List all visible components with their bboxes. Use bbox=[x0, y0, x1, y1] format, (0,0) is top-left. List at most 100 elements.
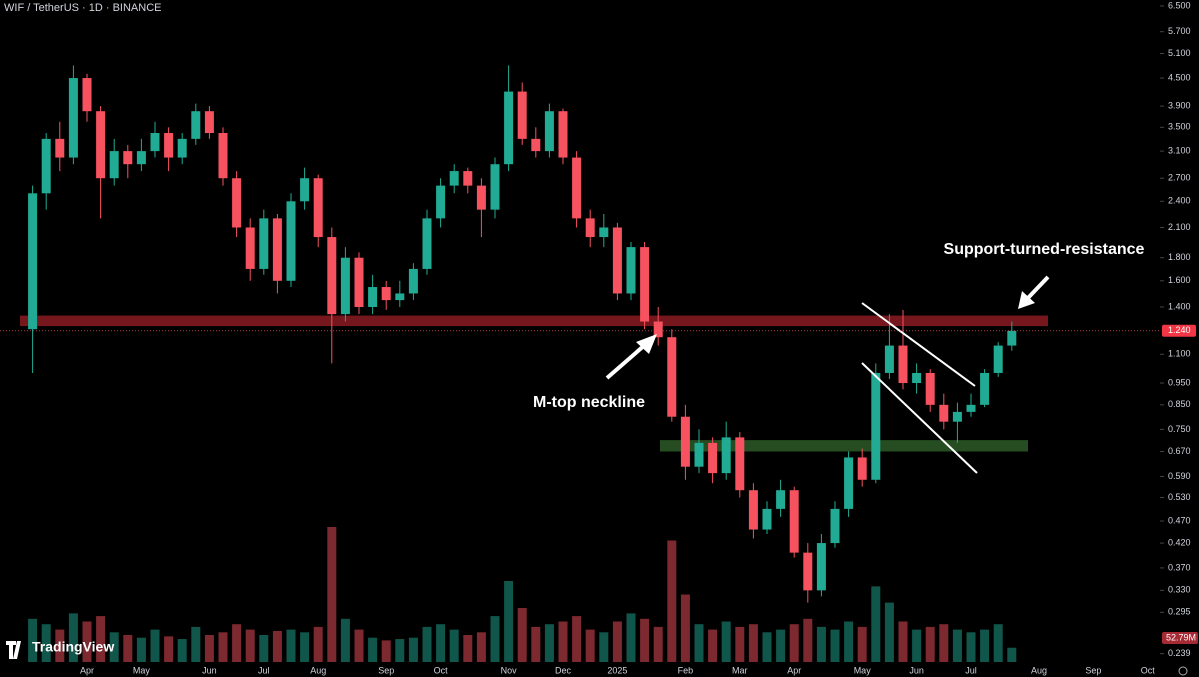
volume-bar bbox=[830, 629, 840, 662]
candle-body bbox=[871, 372, 881, 480]
y-tick-label: 0.950 bbox=[1168, 377, 1191, 387]
candle-body bbox=[572, 157, 582, 219]
candle-body bbox=[721, 437, 731, 474]
volume-bar bbox=[504, 581, 514, 662]
candle-body bbox=[82, 78, 92, 112]
annotation: M-top neckline bbox=[533, 394, 645, 411]
volume-bar bbox=[41, 624, 51, 662]
volume-bar bbox=[408, 637, 418, 662]
candle-body bbox=[164, 133, 174, 158]
volume-bar bbox=[313, 626, 323, 662]
volume-bar bbox=[368, 637, 378, 662]
arrow-shaft bbox=[1025, 275, 1050, 301]
candle-body bbox=[884, 345, 894, 373]
candle-body bbox=[191, 111, 201, 139]
candle-body bbox=[898, 345, 908, 384]
volume-bar bbox=[748, 624, 758, 662]
volume-bar bbox=[123, 635, 133, 662]
candle-body bbox=[667, 337, 677, 417]
arrow-shaft bbox=[605, 342, 648, 380]
candle-body bbox=[640, 247, 650, 322]
volume-bar bbox=[109, 632, 119, 662]
volume-bar bbox=[300, 632, 310, 662]
x-tick-label: Jul bbox=[258, 665, 270, 675]
volume-bar bbox=[626, 613, 636, 662]
volume-bar bbox=[544, 624, 554, 662]
x-tick-label: Apr bbox=[787, 665, 801, 675]
candle-body bbox=[789, 490, 799, 553]
logo-icon bbox=[6, 641, 21, 659]
volume-bar bbox=[762, 632, 772, 662]
candle-body bbox=[177, 138, 187, 158]
candle-body bbox=[993, 345, 1003, 373]
x-tick-label: Nov bbox=[501, 665, 518, 675]
zones bbox=[20, 315, 1048, 452]
candle-body bbox=[1007, 330, 1017, 346]
chart-title: WIF / TetherUS · 1D · BINANCE bbox=[4, 2, 162, 14]
candle-body bbox=[517, 91, 527, 139]
settings-icon[interactable] bbox=[1178, 666, 1188, 676]
candle-body bbox=[300, 178, 310, 202]
volume-bar bbox=[232, 624, 242, 662]
y-tick-label: 4.500 bbox=[1168, 72, 1191, 82]
volume-bar bbox=[680, 594, 690, 662]
volume-bar bbox=[204, 635, 214, 662]
y-tick-label: 2.100 bbox=[1168, 222, 1191, 232]
candle-body bbox=[436, 185, 446, 219]
candle-body bbox=[368, 287, 378, 307]
zone bbox=[660, 440, 1028, 452]
x-tick-label: Aug bbox=[1031, 665, 1047, 675]
volume-bar bbox=[980, 629, 990, 662]
candle-body bbox=[68, 78, 78, 158]
volume-bar bbox=[517, 608, 527, 662]
candle-body bbox=[490, 164, 500, 210]
x-tick-label: Apr bbox=[80, 665, 94, 675]
candle-body bbox=[463, 171, 473, 186]
volume-bar bbox=[395, 639, 405, 662]
y-tick-label: 3.900 bbox=[1168, 100, 1191, 110]
candle-body bbox=[313, 178, 323, 238]
candle-body bbox=[748, 490, 758, 530]
volume-bar bbox=[653, 626, 663, 662]
y-tick-label: 2.700 bbox=[1168, 173, 1191, 183]
y-tick-label: 1.100 bbox=[1168, 349, 1191, 359]
y-tick-label: 0.330 bbox=[1168, 585, 1191, 595]
volume-bar bbox=[327, 527, 337, 662]
x-tick-label: Mar bbox=[732, 665, 748, 675]
x-tick-label: May bbox=[854, 665, 872, 675]
candle-body bbox=[966, 404, 976, 412]
volume-bar bbox=[871, 586, 881, 662]
volume-bar bbox=[177, 639, 187, 662]
volume-bar bbox=[857, 626, 867, 662]
volume-layer bbox=[28, 527, 1017, 662]
volume-bar bbox=[340, 618, 350, 662]
x-tick-label: Feb bbox=[678, 665, 694, 675]
volume-bar bbox=[640, 618, 650, 662]
candle-body bbox=[422, 218, 432, 269]
volume-bar bbox=[694, 624, 704, 662]
x-tick-label: Sep bbox=[378, 665, 394, 675]
candle-body bbox=[694, 442, 704, 467]
volume-bar bbox=[354, 629, 364, 662]
volume-bar bbox=[55, 629, 65, 662]
y-tick-label: 1.600 bbox=[1168, 275, 1191, 285]
volume-bar bbox=[82, 621, 92, 662]
volume-bar bbox=[572, 616, 582, 662]
candle-body bbox=[136, 151, 146, 165]
candle-body bbox=[150, 133, 160, 152]
y-tick-label: 0.420 bbox=[1168, 537, 1191, 547]
candle-body bbox=[735, 437, 745, 491]
candle-body bbox=[626, 247, 636, 294]
candle-body bbox=[952, 411, 962, 422]
volume-bar bbox=[218, 632, 228, 662]
candle-body bbox=[531, 138, 541, 152]
volume-bar bbox=[667, 540, 677, 662]
candle-body bbox=[803, 552, 813, 591]
volume-bar bbox=[776, 629, 786, 662]
volume-bar bbox=[191, 626, 201, 662]
volume-bar bbox=[952, 629, 962, 662]
channel-upper bbox=[861, 302, 976, 387]
candle-body bbox=[55, 138, 65, 158]
